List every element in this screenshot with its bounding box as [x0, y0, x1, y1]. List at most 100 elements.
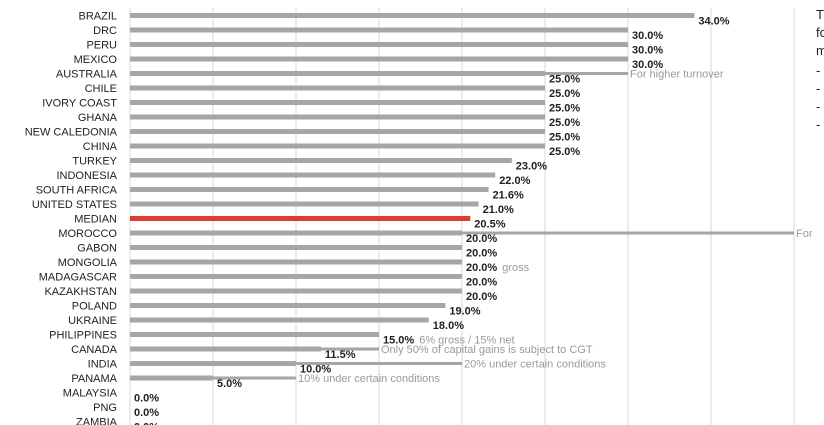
bar-brazil	[130, 13, 695, 18]
category-label-mongolia: MONGOLIA	[58, 257, 118, 269]
value-label-morocco: 20.0%	[466, 233, 497, 245]
value-label-zambia: 0.0%	[134, 422, 159, 425]
note-label-australia: For higher turnover	[630, 69, 724, 81]
value-label-china: 25.0%	[549, 146, 580, 158]
value-label-ukraine: 18.0%	[433, 320, 464, 332]
category-label-poland: POLAND	[72, 301, 117, 313]
value-label-india: 10.0%	[300, 364, 331, 376]
category-label-turkey: TURKEY	[72, 156, 117, 168]
note-label-panama: 10% under certain conditions	[298, 373, 440, 385]
category-label-ivory-coast: IVORY COAST	[42, 98, 117, 110]
value-label-malaysia: 0.0%	[134, 393, 159, 405]
category-label-zambia: ZAMBIA	[76, 417, 118, 425]
value-label-chile: 25.0%	[549, 88, 580, 100]
bar-indonesia	[130, 172, 496, 178]
value-label-madagascar: 20.0%	[466, 277, 497, 289]
value-label-canada: 11.5%	[325, 349, 356, 361]
bar-poland	[130, 303, 446, 308]
category-label-ghana: GHANA	[78, 112, 118, 124]
category-label-indonesia: INDONESIA	[56, 170, 117, 182]
value-label-drc: 30.0%	[632, 30, 663, 42]
bar-mexico	[130, 56, 628, 62]
category-label-madagascar: MADAGASCAR	[39, 272, 117, 284]
bar-ivory-coast	[130, 100, 545, 105]
category-label-mexico: MEXICO	[74, 54, 118, 66]
bar-australia	[130, 71, 545, 76]
value-label-mongolia: 20.0%	[466, 262, 497, 274]
bar-ghana	[130, 114, 545, 120]
bar-new-caledonia	[130, 129, 545, 134]
side-text-line: -	[816, 117, 821, 132]
bar-morocco	[130, 230, 462, 236]
value-label-png: 0.0%	[134, 407, 159, 419]
category-label-new-caledonia: NEW CALEDONIA	[25, 127, 118, 139]
side-text-line: -	[816, 99, 821, 114]
value-label-south-africa: 21.6%	[493, 190, 524, 202]
bar-drc	[130, 27, 628, 33]
bar-india	[130, 361, 296, 366]
bar-kazakhstan	[130, 288, 462, 294]
value-label-median: 20.5%	[474, 219, 505, 231]
value-label-mexico: 30.0%	[632, 59, 663, 71]
value-label-australia: 25.0%	[549, 74, 580, 86]
value-label-indonesia: 22.0%	[499, 175, 530, 187]
bar-median	[130, 216, 471, 221]
value-label-brazil: 34.0%	[698, 16, 729, 28]
value-label-united-states: 21.0%	[483, 204, 514, 216]
value-label-poland: 19.0%	[449, 306, 480, 318]
bars	[130, 13, 695, 381]
category-label-panama: PANAMA	[71, 373, 117, 385]
category-label-peru: PERU	[86, 40, 117, 52]
category-label-median: MEDIAN	[74, 214, 117, 226]
category-label-china: CHINA	[83, 141, 118, 153]
category-label-gabon: GABON	[77, 243, 117, 255]
bar-china	[130, 143, 545, 149]
bar-philippines	[130, 332, 379, 337]
bar-chile	[130, 85, 545, 91]
value-label-ivory-coast: 25.0%	[549, 103, 580, 115]
bar-south-africa	[130, 187, 489, 192]
category-labels: BRAZIL DRC PERU MEXICO AUSTRALIA CHILE IVORY C…	[25, 11, 118, 425]
category-label-drc: DRC	[93, 25, 117, 37]
value-label-kazakhstan: 20.0%	[466, 291, 497, 303]
bar-ukraine	[130, 317, 429, 323]
value-label-ghana: 25.0%	[549, 117, 580, 129]
value-label-turkey: 23.0%	[516, 161, 547, 173]
value-labels: 34.0% 30.0% 30.0% 30.0% 25.0% 25.0% 25.0% 25.0%…	[134, 16, 730, 425]
value-label-peru: 30.0%	[632, 45, 663, 57]
value-label-philippines: 15.0%	[383, 335, 414, 347]
bar-panama	[130, 375, 213, 381]
bar-gabon	[130, 245, 462, 250]
bar-united-states	[130, 201, 479, 207]
category-label-morocco: MOROCCO	[58, 228, 117, 240]
bar-canada	[130, 346, 321, 352]
category-label-kazakhstan: KAZAKHSTAN	[44, 286, 117, 298]
value-label-panama: 5.0%	[217, 378, 242, 390]
category-label-ukraine: UKRAINE	[68, 315, 117, 327]
note-label-india: 20% under certain conditions	[464, 359, 606, 371]
category-label-philippines: PHILIPPINES	[49, 330, 117, 342]
category-label-australia: AUSTRALIA	[56, 69, 118, 81]
inline-note-mongolia: gross	[502, 262, 529, 274]
side-text-line: fo	[816, 25, 824, 40]
side-text-line: -	[816, 63, 821, 78]
note-label-canada: Only 50% of capital gains is subject to …	[381, 344, 593, 356]
category-label-canada: CANADA	[71, 344, 118, 356]
bar-mongolia	[130, 259, 462, 265]
side-text-line: -	[816, 81, 821, 96]
category-label-png: PNG	[93, 402, 117, 414]
category-label-brazil: BRAZIL	[78, 11, 117, 23]
bar-madagascar	[130, 274, 462, 279]
category-label-united-states: UNITED STATES	[32, 199, 117, 211]
note-label-morocco: For higher turnover	[796, 228, 812, 240]
value-label-gabon: 20.0%	[466, 248, 497, 260]
side-text-line: m	[816, 43, 824, 58]
inline-note-philippines: 6% gross / 15% net	[419, 335, 514, 347]
category-label-india: INDIA	[88, 359, 118, 371]
category-label-malaysia: MALAYSIA	[63, 388, 118, 400]
bar-peru	[130, 42, 628, 47]
value-label-new-caledonia: 25.0%	[549, 132, 580, 144]
category-label-chile: CHILE	[85, 83, 117, 95]
